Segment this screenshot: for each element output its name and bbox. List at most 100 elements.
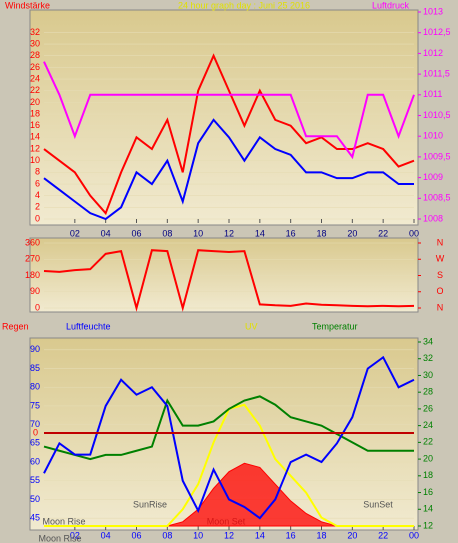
annotation: Moon Rise: [42, 516, 85, 526]
panel-direction: [29, 237, 419, 313]
line: [43, 118, 414, 221]
x-tick-label: 12: [224, 530, 234, 540]
y-tick-label: 22: [30, 85, 40, 95]
y-tick-label: 50: [30, 494, 40, 504]
x-tick-label: 02: [70, 228, 80, 238]
line: [43, 53, 415, 216]
x-tick-label: 18: [316, 530, 326, 540]
y-tick-label: 14: [30, 132, 40, 142]
y-tick-label: 6: [35, 178, 40, 188]
y-tick-label: 10: [30, 155, 40, 165]
line: [43, 249, 415, 312]
y-tick-label: 75: [30, 400, 40, 410]
y2-tick-label: N: [437, 237, 444, 247]
x-tick-label: 06: [131, 228, 141, 238]
y-tick-label: 270: [25, 254, 40, 264]
y2-tick-label: 1011,5: [423, 68, 450, 78]
y-tick-label: 26: [30, 62, 40, 72]
x-tick-label: 14: [255, 228, 265, 238]
y2-tick-label: 24: [423, 420, 433, 430]
y2-tick-label: 1010: [423, 131, 443, 141]
x-tick-label: 18: [316, 228, 326, 238]
y-tick-label: 80: [30, 382, 40, 392]
y2-tick-label: 20: [423, 453, 433, 463]
rain-tick-label: 0: [33, 427, 38, 437]
x-tick-label: 00: [409, 530, 419, 540]
y-tick-label: 45: [30, 513, 40, 523]
y-tick-label: 360: [25, 237, 40, 247]
y-tick-label: 60: [30, 456, 40, 466]
y-tick-label: 65: [30, 438, 40, 448]
y2-tick-label: 1012,5: [423, 27, 451, 37]
y2-tick-label: 32: [423, 353, 433, 363]
y-tick-label: 4: [35, 190, 40, 200]
chart-title: 24 hour graph day : Juni 25 2016: [178, 0, 310, 10]
y2-tick-label: N: [437, 302, 444, 312]
y2-tick-label: 14: [423, 504, 433, 514]
y-tick-label: 18: [30, 108, 40, 118]
y2-tick-label: S: [437, 270, 443, 280]
x-tick-label: 06: [131, 530, 141, 540]
humidity-label: Luftfeuchte: [66, 321, 111, 331]
x-tick-label: 16: [286, 228, 296, 238]
y2-tick-label: 1008: [423, 213, 443, 223]
y2-tick-label: 26: [423, 403, 433, 413]
y2-tick-label: 1008,5: [423, 193, 451, 203]
y-tick-label: 90: [30, 344, 40, 354]
y2-tick-label: O: [436, 286, 443, 296]
x-tick-label: 12: [224, 228, 234, 238]
y2-tick-label: 30: [423, 370, 433, 380]
y-tick-label: 24: [30, 73, 40, 83]
y2-tick-label: 1009,5: [423, 151, 451, 161]
annotation: Moon Rise: [38, 533, 81, 543]
y-tick-label: 70: [30, 419, 40, 429]
y-axis-title: Windstärke: [5, 0, 50, 10]
y-tick-label: 28: [30, 50, 40, 60]
y2-tick-label: 28: [423, 387, 433, 397]
panel-wind: [29, 9, 419, 226]
y2-tick-label: 1011: [423, 89, 442, 99]
y-tick-label: 85: [30, 363, 40, 373]
y-tick-label: 30: [30, 38, 40, 48]
x-tick-label: 16: [286, 530, 296, 540]
x-tick-label: 22: [378, 228, 388, 238]
y-tick-label: 180: [25, 270, 40, 280]
y-tick-label: 20: [30, 97, 40, 107]
y2-tick-label: 1012: [423, 48, 443, 58]
x-tick-label: 04: [101, 530, 111, 540]
y2-axis-title: Luftdruck: [372, 0, 410, 10]
y2-tick-label: 18: [423, 470, 433, 480]
line: [43, 395, 414, 461]
uv-label: UV: [245, 321, 258, 331]
y2-tick-label: 34: [423, 336, 433, 346]
y-tick-label: 0: [35, 213, 40, 223]
line: [43, 355, 415, 520]
y-tick-label: 90: [30, 286, 40, 296]
rain-label: Regen: [2, 321, 29, 331]
x-tick-label: 14: [255, 530, 265, 540]
annotation: SunRise: [133, 499, 167, 509]
y2-tick-label: 1009: [423, 172, 443, 182]
x-tick-label: 02: [70, 530, 80, 540]
x-tick-label: 04: [101, 228, 111, 238]
y-tick-label: 0: [35, 302, 40, 312]
x-tick-label: 08: [162, 228, 172, 238]
x-tick-label: 22: [378, 530, 388, 540]
y-tick-label: 2: [35, 202, 40, 212]
y-tick-label: 12: [30, 143, 40, 153]
x-tick-label: 10: [193, 228, 203, 238]
x-tick-label: 10: [193, 530, 203, 540]
x-tick-label: 08: [162, 530, 172, 540]
y2-tick-label: 22: [423, 437, 433, 447]
y-tick-label: 55: [30, 475, 40, 485]
x-tick-label: 00: [409, 228, 419, 238]
y2-tick-label: 1010,5: [423, 110, 451, 120]
y-tick-label: 8: [35, 167, 40, 177]
x-tick-label: 20: [347, 530, 357, 540]
y2-tick-label: 1013: [423, 6, 443, 16]
x-tick-label: 20: [347, 228, 357, 238]
annotation: SunSet: [363, 499, 393, 509]
y-tick-label: 32: [30, 27, 40, 37]
temperature-label: Temperatur: [312, 321, 358, 331]
